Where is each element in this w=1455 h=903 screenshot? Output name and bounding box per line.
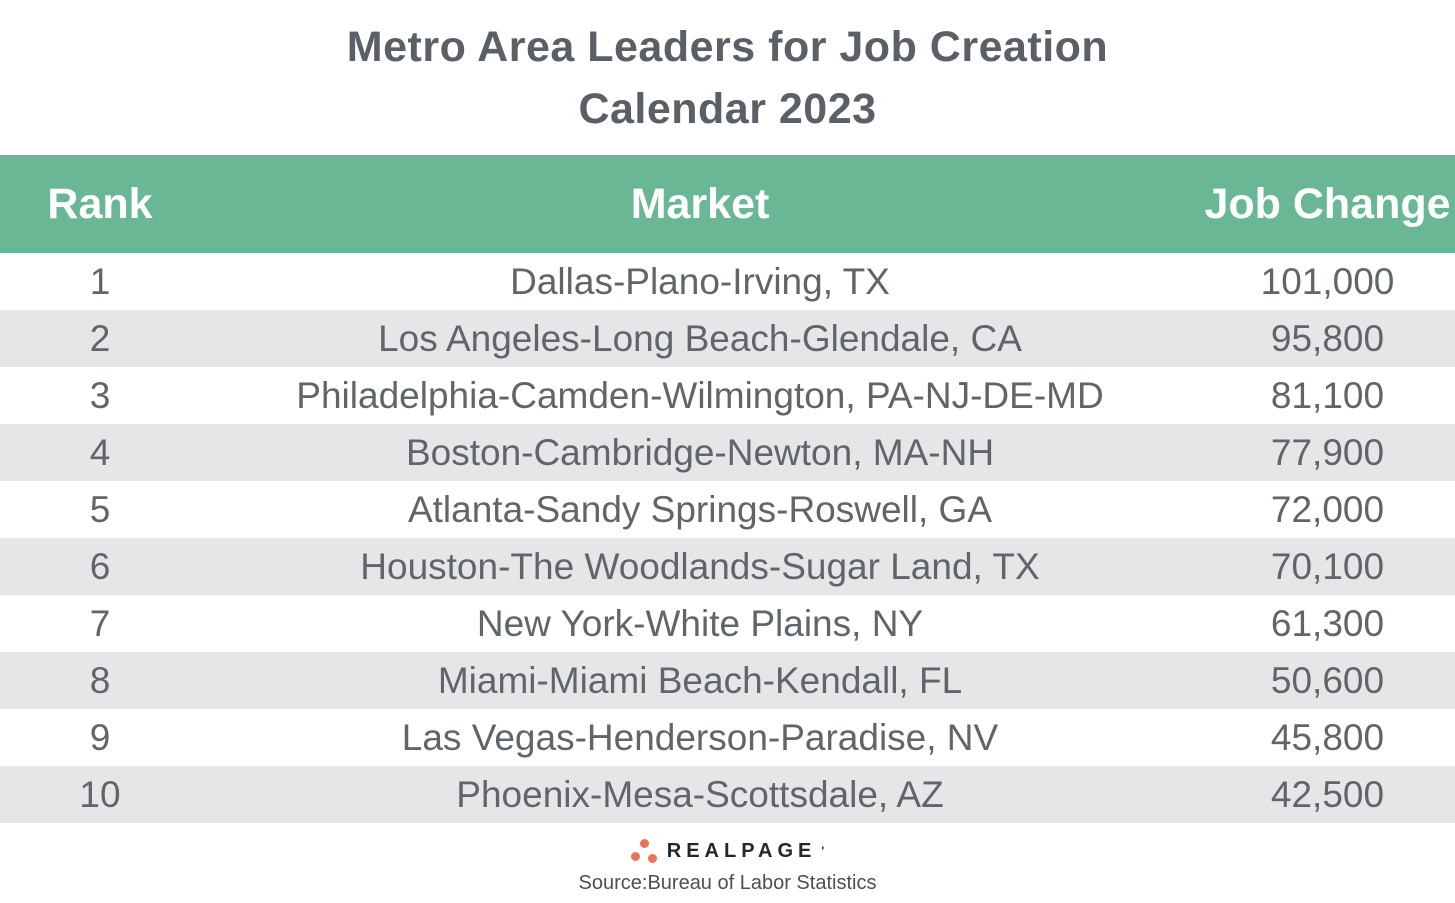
table-row: 10 Phoenix-Mesa-Scottsdale, AZ 42,500 [0,766,1455,823]
job-change-cell: 61,300 [1270,602,1385,644]
rank-cell: 4 [89,431,111,473]
realpage-wordmark: REALPAGE [666,839,817,862]
job-change-cell: 50,600 [1270,659,1385,701]
table-row: 8 Miami-Miami Beach-Kendall, FL 50,600 [0,652,1455,709]
header-row: Rank Market Job Change [0,155,1455,253]
market-cell: Boston-Cambridge-Newton, MA-NH [405,431,995,473]
job-change-cell: 70,100 [1270,545,1385,587]
logo-dot [639,838,649,848]
footer: REALPAGE ' Source:Bureau of Labor Statis… [0,823,1455,903]
market-column-header: Market [200,155,1200,253]
rank-cell: 9 [89,716,111,758]
job-creation-table: Rank Market Job Change 1 Dallas-Plano-Ir… [0,155,1455,823]
rank-cell: 8 [89,659,111,701]
market-cell: Dallas-Plano-Irving, TX [510,260,890,302]
rank-cell: 7 [89,602,111,644]
table-row: 4 Boston-Cambridge-Newton, MA-NH 77,900 [0,424,1455,481]
logo-dot [647,853,657,863]
trademark-mark: ' [821,844,825,858]
market-cell: Miami-Miami Beach-Kendall, FL [437,659,963,701]
job-change-cell: 42,500 [1270,773,1385,815]
rank-column-header: Rank [0,155,200,253]
page-title-line2: Calendar 2023 [578,85,877,133]
job-change-cell: 95,800 [1270,317,1385,359]
market-cell: Philadelphia-Camden-Wilmington, PA-NJ-DE… [296,374,1104,416]
job-change-cell: 101,000 [1260,260,1395,302]
job-change-cell: 77,900 [1270,431,1385,473]
table-row: 7 New York-White Plains, NY 61,300 [0,595,1455,652]
table-row: 5 Atlanta-Sandy Springs-Roswell, GA 72,0… [0,481,1455,538]
market-cell: Las Vegas-Henderson-Paradise, NV [401,716,999,758]
job-change-column-header: Job Change [1200,155,1455,253]
table-row: 6 Houston-The Woodlands-Sugar Land, TX 7… [0,538,1455,595]
market-cell: Houston-The Woodlands-Sugar Land, TX [360,545,1040,587]
table-row: 3 Philadelphia-Camden-Wilmington, PA-NJ-… [0,367,1455,424]
page-title: Metro Area Leaders for Job Creation Cale… [0,0,1455,155]
table-header: Rank Market Job Change [0,155,1455,253]
rank-cell: 3 [89,374,111,416]
rank-cell: 6 [89,545,111,587]
market-cell: New York-White Plains, NY [476,602,924,644]
realpage-dots-icon [630,838,658,864]
table-row: 2 Los Angeles-Long Beach-Glendale, CA 95… [0,310,1455,367]
rank-cell: 2 [89,317,111,359]
table-row: 9 Las Vegas-Henderson-Paradise, NV 45,80… [0,709,1455,766]
page-title-line1: Metro Area Leaders for Job Creation [346,23,1109,71]
market-cell: Phoenix-Mesa-Scottsdale, AZ [456,773,944,815]
rank-cell: 1 [89,260,111,302]
realpage-logo: REALPAGE ' [0,837,1455,865]
logo-dot [630,851,640,861]
rank-cell: 10 [79,773,121,815]
market-cell: Los Angeles-Long Beach-Glendale, CA [378,317,1022,359]
rank-cell: 5 [89,488,111,530]
table-body: 1 Dallas-Plano-Irving, TX 101,000 2 Los … [0,253,1455,823]
job-change-cell: 45,800 [1270,716,1385,758]
job-change-cell: 72,000 [1270,488,1385,530]
job-change-cell: 81,100 [1270,374,1385,416]
table-row: 1 Dallas-Plano-Irving, TX 101,000 [0,253,1455,310]
source-text: Source:Bureau of Labor Statistics [578,872,877,894]
market-cell: Atlanta-Sandy Springs-Roswell, GA [407,488,993,530]
